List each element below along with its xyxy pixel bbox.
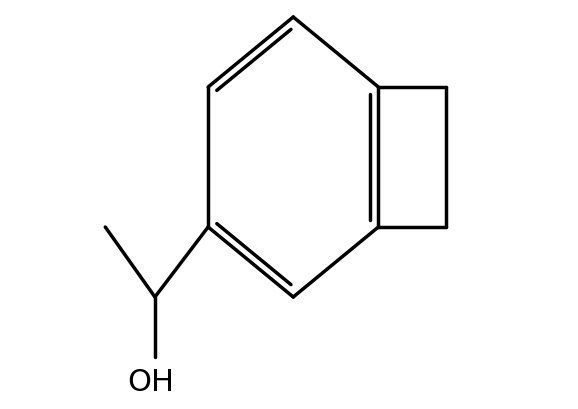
Text: OH: OH — [127, 367, 175, 396]
